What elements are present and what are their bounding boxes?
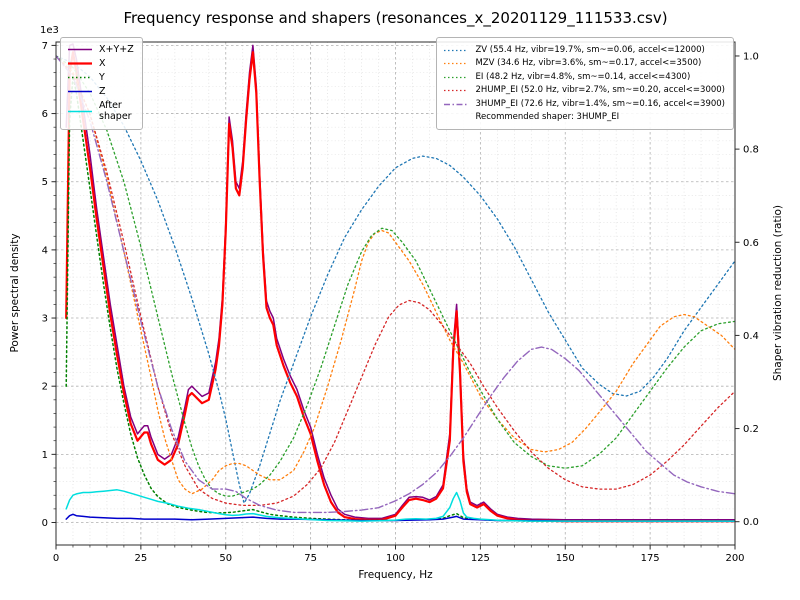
shaper-legend: ZV (55.4 Hz, vibr=19.7%, sm~=0.06, accel…: [436, 37, 734, 131]
series-2hump_ei-line: [56, 55, 735, 507]
legend-item-label: Y: [99, 71, 105, 83]
legend-item-ei: EI (48.2 Hz, vibr=4.8%, sm~=0.14, accel<…: [443, 72, 725, 83]
legend-item-label: 2HUMP_EI (52.0 Hz, vibr=2.7%, sm~=0.20, …: [475, 85, 725, 96]
legend-item-3hump_ei: 3HUMP_EI (72.6 Hz, vibr=1.4%, sm~=0.16, …: [443, 99, 725, 110]
y-right-tick-label: 0.0: [743, 517, 759, 528]
y-left-tick-label: 3: [42, 314, 48, 325]
y-left-tick-label: 5: [42, 177, 48, 188]
recommended-shaper-note: Recommended shaper: 3HUMP_EI: [443, 112, 725, 123]
y-right-tick-label: 1.0: [743, 51, 759, 62]
x-tick-label: 50: [219, 553, 232, 564]
y-right-tick-label: 0.8: [743, 145, 759, 156]
y-left-tick-label: 2: [42, 382, 48, 393]
legend-item-label: EI (48.2 Hz, vibr=4.8%, sm~=0.14, accel<…: [475, 71, 691, 82]
x-tick-label: 75: [304, 553, 317, 564]
legend-item-label: X+Y+Z: [99, 44, 134, 55]
series-mzv-line: [56, 55, 735, 495]
legend-line-sample-ei: [444, 76, 469, 78]
legend-line-sample-x: [68, 62, 92, 65]
legend-item-zv: ZV (55.4 Hz, vibr=19.7%, sm~=0.06, accel…: [443, 45, 725, 56]
chart-title: Frequency response and shapers (resonanc…: [123, 9, 668, 27]
legend-item-label: X: [99, 57, 106, 69]
x-tick-label: 100: [386, 553, 405, 564]
x-tick-label: 0: [53, 553, 59, 564]
x-tick-label: 200: [725, 553, 744, 564]
y-right-tick-label: 0.6: [743, 238, 759, 249]
legend-item-xyz: X+Y+Z: [67, 44, 134, 56]
legend-item-x: X: [67, 58, 134, 70]
legend-item-after_shaper: After shaper: [67, 100, 134, 124]
y-axis-label-left: Power spectral density: [9, 233, 21, 353]
y-left-tick-label: 0: [42, 518, 48, 529]
series-ei-line: [56, 55, 735, 497]
legend-item-label: Z: [99, 85, 106, 97]
series-after_shaper-line: [65, 489, 735, 522]
legend-item-label: 3HUMP_EI (72.6 Hz, vibr=1.4%, sm~=0.16, …: [475, 98, 725, 109]
legend-item-mzv: MZV (34.6 Hz, vibr=3.6%, sm~=0.17, accel…: [443, 58, 725, 69]
legend-item-label: MZV (34.6 Hz, vibr=3.6%, sm~=0.17, accel…: [475, 58, 702, 69]
legend-line-sample-after_shaper: [68, 110, 92, 113]
recommended-shaper-text: Recommended shaper: 3HUMP_EI: [475, 112, 620, 122]
series-3hump_ei-line: [56, 55, 735, 514]
x-tick-label: 25: [135, 553, 148, 564]
legend-line-sample-mzv: [444, 62, 469, 65]
legend-line-sample-2hump_ei: [444, 89, 469, 92]
legend-item-label: ZV (55.4 Hz, vibr=19.7%, sm~=0.06, accel…: [475, 44, 705, 55]
y-right-tick-label: 0.2: [743, 424, 759, 435]
x-tick-label: 175: [641, 553, 660, 564]
y-axis-offset-text: 1e3: [40, 25, 59, 36]
x-axis-label: Frequency, Hz: [358, 569, 433, 581]
x-tick-label: 150: [556, 553, 575, 564]
psd-legend: X+Y+Z X Y Z After shaper: [60, 37, 143, 131]
y-left-tick-label: 7: [42, 41, 48, 52]
y-axis-label-right: Shaper vibration reduction (ratio): [772, 204, 784, 382]
series-x-line: [65, 51, 735, 523]
legend-line-sample-xyz: [68, 49, 92, 51]
legend-item-y: Y: [67, 72, 134, 84]
legend-line-sample-3hump_ei: [444, 103, 469, 105]
y-left-tick-label: 6: [42, 109, 48, 120]
y-left-tick-label: 4: [42, 245, 48, 256]
legend-item-2hump_ei: 2HUMP_EI (52.0 Hz, vibr=2.7%, sm~=0.20, …: [443, 85, 725, 96]
y-left-tick-label: 1: [42, 450, 48, 461]
legend-item-z: Z: [67, 86, 134, 98]
legend-line-sample-y: [68, 76, 92, 79]
y-right-tick-label: 0.4: [743, 331, 759, 342]
legend-line-sample-zv: [444, 49, 469, 51]
x-tick-label: 125: [471, 553, 490, 564]
legend-item-label: After shaper: [99, 99, 132, 123]
legend-line-sample-z: [68, 90, 92, 93]
